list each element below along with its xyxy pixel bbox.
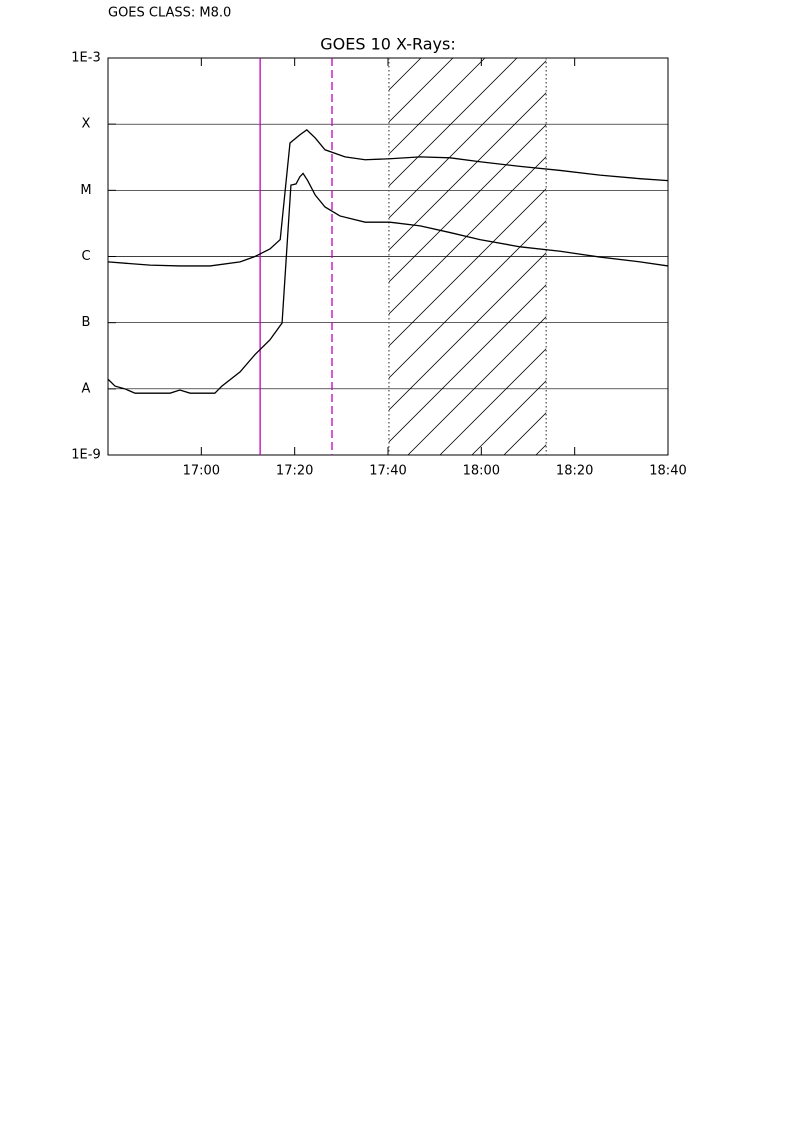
- y-tick-label: M: [80, 183, 91, 198]
- x-tick-label: 17:00: [183, 464, 220, 479]
- x-tick-label: 18:40: [649, 464, 686, 479]
- flux-curve: [108, 129, 668, 267]
- chart-title: GOES 10 X-Rays:: [320, 35, 456, 54]
- y-tick-label: A: [82, 381, 91, 396]
- x-tick-label: 17:20: [276, 464, 313, 479]
- x-tick-label: 18:20: [556, 464, 593, 479]
- x-tick-label: 18:00: [463, 464, 500, 479]
- x-tick-label: 17:40: [369, 464, 406, 479]
- goes-class: GOES CLASS: M8.0: [108, 6, 231, 21]
- flux-curve: [108, 172, 668, 394]
- y-tick-label: B: [82, 315, 91, 330]
- y-tick-label: 1E-3: [71, 51, 100, 66]
- y-tick-label: 1E-9: [71, 448, 100, 463]
- y-tick-label: C: [81, 249, 90, 264]
- y-tick-label: X: [82, 117, 91, 132]
